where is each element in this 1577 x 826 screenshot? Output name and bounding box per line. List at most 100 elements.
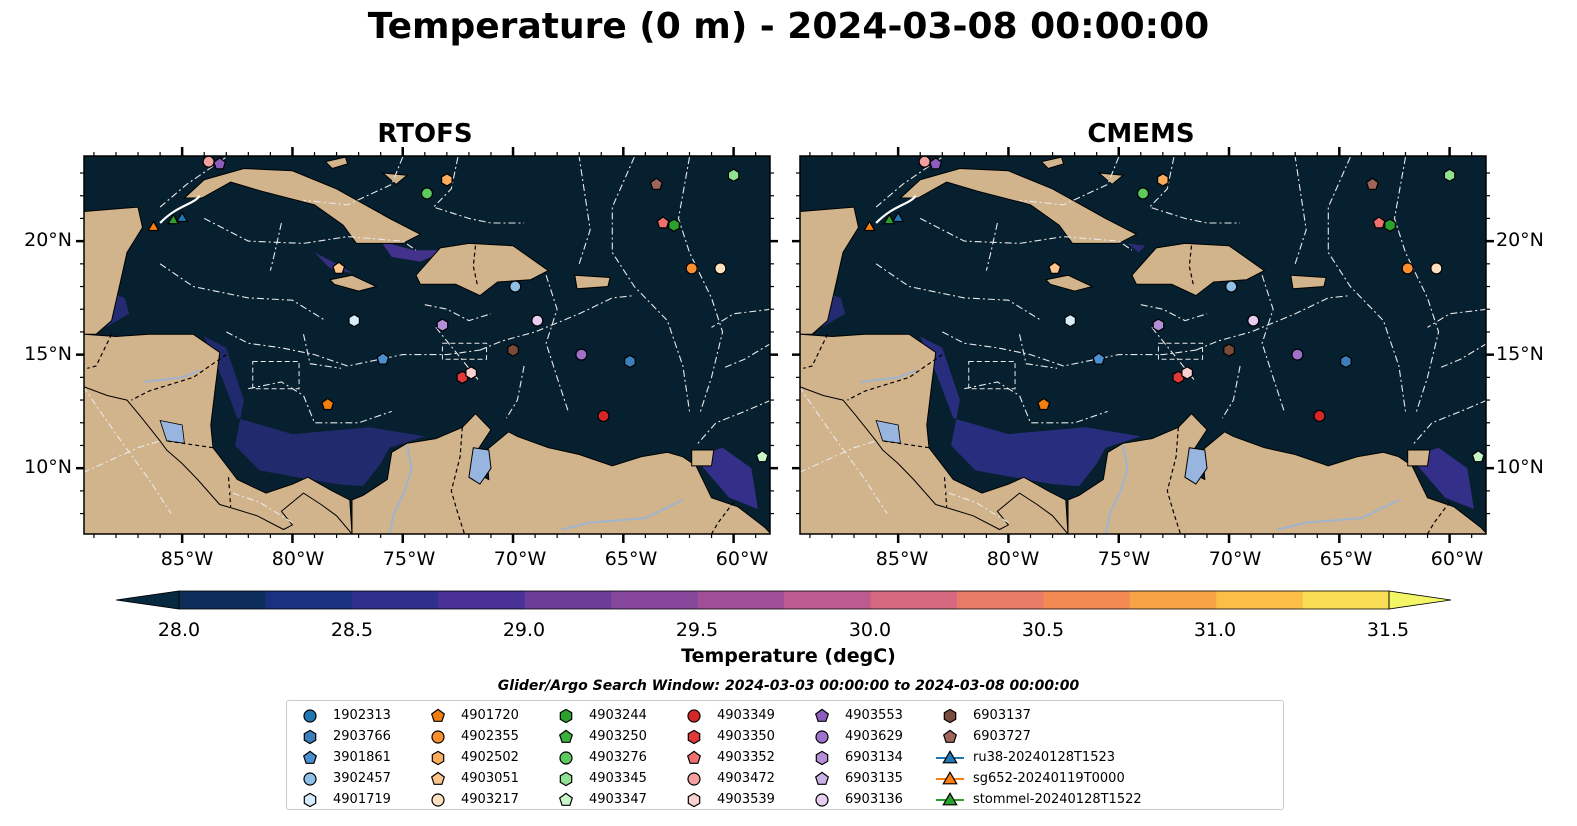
map-marker — [1401, 262, 1414, 275]
legend-marker-icon — [303, 792, 317, 807]
map-marker — [1223, 343, 1235, 357]
colorbar-tick-label: 31.0 — [1193, 619, 1237, 641]
legend-item: 4902355 — [423, 726, 519, 747]
legend-marker-icon — [687, 771, 701, 786]
map-marker — [1157, 173, 1169, 187]
x-tick-label: 70°W — [493, 548, 547, 570]
figure-title: Temperature (0 m) - 2024-03-08 00:00:00 — [367, 6, 1210, 47]
map-marker — [420, 187, 434, 200]
map-marker — [891, 211, 905, 223]
legend-item: 4903250 — [551, 726, 647, 747]
colorbar-tick-label: 29.5 — [675, 619, 719, 641]
legend-marker-icon — [303, 729, 317, 744]
legend-marker-icon — [303, 708, 317, 723]
panel-title-cmems: CMEMS — [1087, 119, 1195, 149]
legend-marker-icon — [936, 770, 964, 784]
legend-item: 4903350 — [679, 726, 775, 747]
legend-item: 6903136 — [807, 789, 903, 810]
legend-marker-icon — [431, 792, 445, 807]
legend-label: 4903472 — [717, 771, 775, 786]
map-marker — [507, 343, 519, 357]
map-marker — [321, 397, 335, 411]
map-marker — [1430, 262, 1443, 275]
legend-item: 6903134 — [807, 747, 903, 768]
map-marker — [772, 208, 778, 219]
legend-marker-icon — [815, 750, 829, 765]
y-tick-label: 10°N — [24, 456, 72, 478]
legend-marker-icon — [943, 708, 957, 723]
map-marker — [1225, 280, 1238, 293]
legend-label: stommel-20240128T1522 — [973, 792, 1142, 807]
y-tick-label: 20°N — [24, 229, 72, 251]
legend-item: 4903276 — [551, 747, 647, 768]
legend-label: 4903553 — [845, 708, 903, 723]
panel-title-rtofs: RTOFS — [377, 119, 473, 149]
legend-label: 4903244 — [589, 708, 647, 723]
map-marker — [1340, 354, 1352, 369]
legend-item: 4903345 — [551, 768, 647, 789]
legend-label: 4903350 — [717, 729, 775, 744]
map-marker — [147, 220, 160, 232]
legend-marker-icon — [815, 729, 829, 744]
legend-marker-icon — [814, 708, 830, 722]
legend-marker-icon — [431, 729, 445, 744]
legend-item: ru38-20240128T1523 — [935, 747, 1115, 768]
legend-item: 4903472 — [679, 768, 775, 789]
map-marker — [167, 213, 180, 225]
legend-label: 4903051 — [461, 771, 519, 786]
colorbar-tick-label: 30.5 — [1021, 619, 1065, 641]
legend-label: 6903134 — [845, 750, 903, 765]
legend: 1902313 2903766 3901861 3902457 4901719 49017… — [286, 700, 1284, 810]
map-marker — [1384, 218, 1396, 232]
legend-label: 4903629 — [845, 729, 903, 744]
legend-marker-icon — [814, 771, 830, 785]
map-marker — [465, 366, 477, 380]
legend-item: 4903349 — [679, 705, 775, 726]
map-marker — [685, 262, 698, 275]
map-marker — [727, 168, 740, 182]
legend-marker-icon — [559, 771, 573, 786]
map-marker — [1372, 216, 1386, 229]
legend-item: 2903766 — [295, 726, 391, 747]
x-tick-label: 80°W — [986, 548, 1040, 570]
legend-label: 4903345 — [589, 771, 647, 786]
map-marker — [714, 262, 727, 275]
legend-item: 4903629 — [807, 726, 903, 747]
legend-label: 4903250 — [589, 729, 647, 744]
y-tick-label: 15°N — [24, 343, 72, 365]
map-marker — [332, 261, 346, 274]
map-marker — [1488, 208, 1494, 219]
legend-marker-icon — [687, 792, 701, 807]
legend-label: 4903349 — [717, 708, 775, 723]
legend-label: 4901720 — [461, 708, 519, 723]
colorbar-tick-label: 28.0 — [157, 619, 201, 641]
legend-label: 4903352 — [717, 750, 775, 765]
map-marker — [213, 157, 227, 170]
map-marker — [755, 450, 769, 463]
legend-label: 3901861 — [333, 750, 391, 765]
map-marker — [929, 157, 943, 170]
legend-marker-icon — [303, 771, 317, 786]
legend-marker-icon — [559, 708, 573, 723]
legend-marker-icon — [431, 750, 445, 765]
legend-marker-icon — [558, 729, 574, 743]
map-marker — [918, 156, 931, 168]
legend-label: 4903347 — [589, 792, 647, 807]
colorbar-label: Temperature (degC) — [681, 645, 896, 667]
map-marker — [1064, 313, 1076, 328]
legend-marker-icon — [430, 771, 446, 785]
legend-label: 4901719 — [333, 792, 391, 807]
legend-marker-icon — [302, 750, 318, 764]
map-marker — [1313, 409, 1326, 423]
map-marker — [1048, 261, 1062, 274]
map-marker — [1443, 168, 1456, 182]
legend-label: sg652-20240119T0000 — [973, 771, 1125, 786]
map-panel-cmems — [792, 147, 1494, 543]
legend-item: 4903244 — [551, 705, 647, 726]
x-tick-label: 75°W — [1097, 548, 1151, 570]
map-marker — [597, 409, 610, 423]
map-marker — [1181, 366, 1193, 380]
legend-marker-icon — [686, 750, 702, 764]
legend-label: 2903766 — [333, 729, 391, 744]
legend-label: 3902457 — [333, 771, 391, 786]
